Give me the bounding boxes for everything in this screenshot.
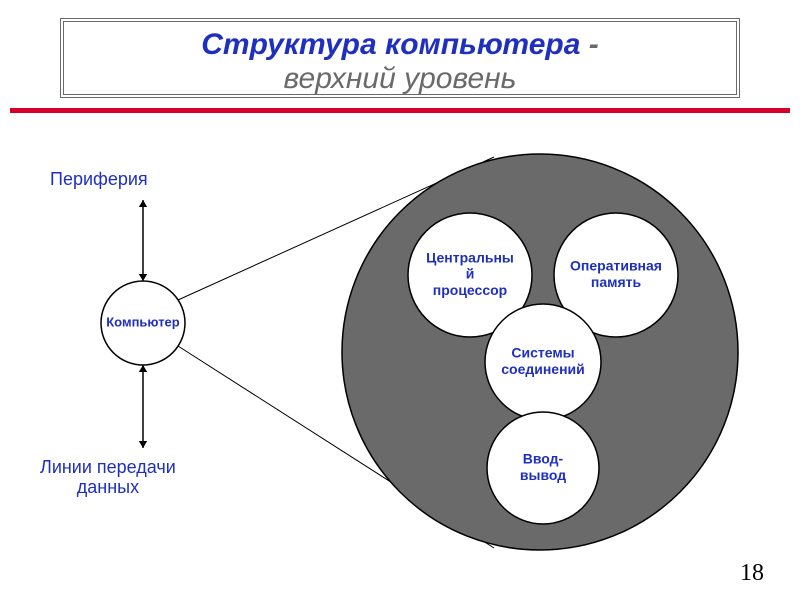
node-bus-label: соединений	[501, 361, 585, 377]
node-ram-label: Оперативная	[570, 258, 662, 274]
node-io-label: Ввод-	[523, 451, 564, 467]
node-io-label: вывод	[520, 467, 566, 483]
slide-root: Структура компьютера - верхний уровень П…	[0, 0, 800, 600]
small-circle-label: Компьютер	[106, 314, 180, 329]
node-cpu-label: Центральны	[426, 250, 514, 266]
arrow-up-head-near	[139, 274, 147, 281]
arrow-down-head-near	[139, 365, 147, 372]
node-cpu-label: процессор	[433, 282, 507, 298]
node-bus-label: Системы	[511, 345, 574, 361]
diagram-svg: Центральныйпроцессор Оперативнаяпамять Сис…	[0, 0, 800, 600]
node-ram-label: память	[591, 274, 642, 290]
arrow-down-head-far	[139, 441, 147, 448]
node-cpu-label: й	[466, 266, 475, 282]
arrow-up-head-far	[139, 200, 147, 207]
